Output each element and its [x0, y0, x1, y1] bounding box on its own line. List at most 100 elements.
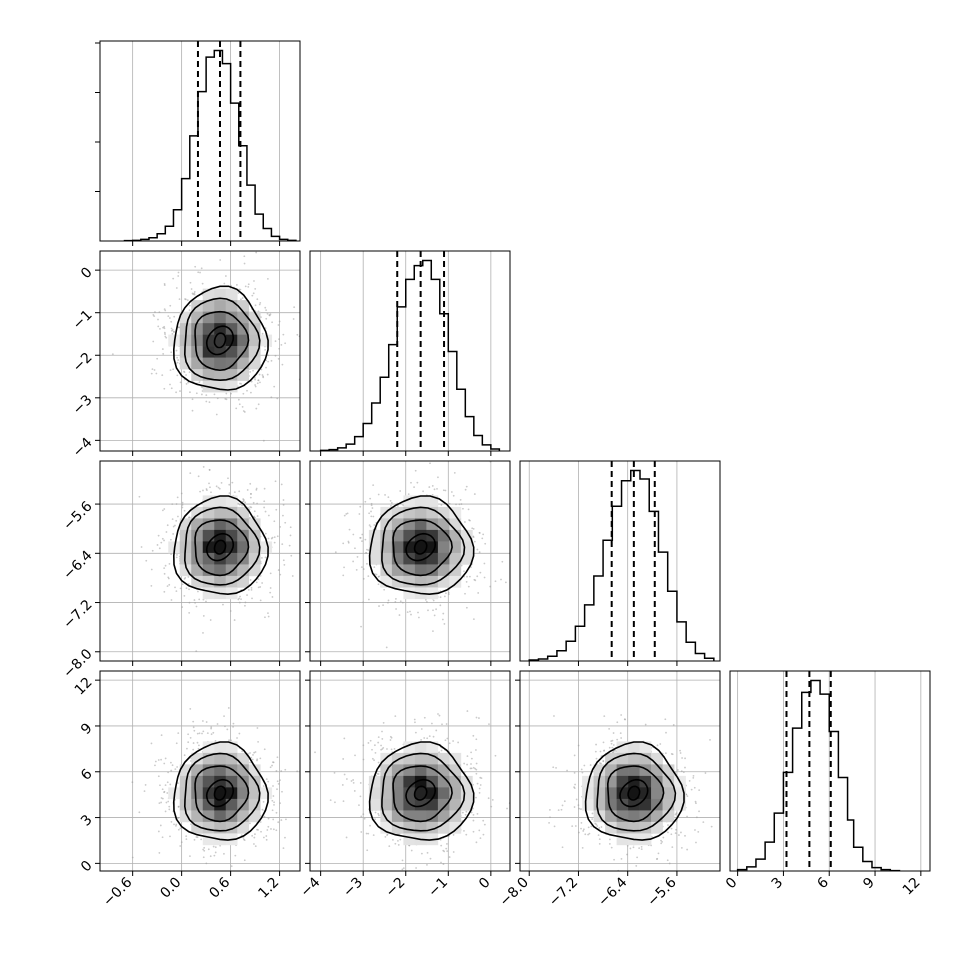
scatter-point	[262, 439, 265, 442]
density-cell	[449, 810, 462, 823]
scatter-point	[553, 825, 556, 828]
scatter-point	[697, 831, 700, 833]
scatter-point	[394, 601, 397, 603]
density-cell	[639, 741, 652, 754]
scatter-point	[138, 811, 141, 814]
scatter-point	[202, 489, 204, 492]
scatter-point	[674, 813, 677, 816]
density-cell	[191, 575, 204, 588]
scatter-point	[202, 615, 205, 617]
scatter-point	[581, 846, 584, 849]
density-cell	[582, 787, 594, 800]
density-cell	[202, 541, 215, 554]
panel-frame	[99, 250, 301, 452]
scatter-point	[196, 836, 199, 839]
scatter-point	[189, 736, 192, 739]
scatter-point	[179, 587, 182, 590]
scatter-point	[364, 538, 367, 541]
density-cell	[260, 334, 273, 347]
x-tick-label: 6	[814, 874, 832, 892]
scatter-point	[481, 537, 484, 540]
scatter-point	[280, 819, 283, 821]
scatter-point	[474, 579, 477, 582]
scatter-point	[243, 262, 246, 265]
histogram-panel-2	[309, 250, 511, 456]
scatter-point	[160, 801, 163, 804]
scatter-point	[151, 368, 154, 371]
scatter-point	[582, 828, 585, 831]
scatter-point	[202, 730, 205, 733]
scatter-point	[292, 318, 295, 320]
scatter-point	[229, 610, 232, 612]
scatter-point	[471, 527, 474, 530]
y-tick-label: 0	[78, 858, 96, 876]
scatter-point	[390, 504, 392, 507]
scatter-point	[463, 830, 465, 832]
density-cell	[225, 300, 238, 312]
density-cell	[426, 529, 439, 542]
density-cell	[260, 541, 273, 554]
scatter-point	[362, 568, 365, 570]
histogram-bar	[585, 605, 594, 661]
histogram-bar	[783, 772, 792, 871]
scatter-point	[276, 397, 279, 400]
density-cell	[414, 575, 427, 588]
scatter-point	[345, 836, 348, 839]
scatter-point	[270, 537, 273, 540]
scatter-point	[178, 326, 180, 329]
scatter-point	[167, 771, 170, 774]
scatter-point	[416, 877, 418, 879]
scatter-point	[426, 851, 429, 854]
scatter-point	[257, 586, 260, 589]
density-cell	[460, 552, 473, 565]
scatter-point	[193, 599, 196, 601]
scatter-point	[215, 413, 218, 416]
scatter-point	[359, 537, 362, 539]
scatter-point	[284, 521, 287, 524]
scatter-point	[476, 548, 479, 551]
scatter-point	[138, 495, 141, 498]
histogram-bar	[686, 642, 695, 661]
scatter-point	[154, 311, 156, 313]
density-cell	[248, 775, 261, 788]
density-cell	[426, 495, 439, 508]
density-cell	[214, 506, 227, 519]
scatter-point	[361, 540, 363, 543]
scatter-point	[267, 537, 270, 540]
scatter-point	[198, 381, 201, 384]
scatter-point	[483, 823, 486, 826]
scatter-point	[227, 477, 229, 480]
scatter-point	[314, 751, 316, 754]
density-cell	[248, 787, 261, 800]
density-cell	[202, 323, 215, 335]
histogram-bar	[631, 471, 640, 661]
scatter-point	[202, 848, 205, 851]
scatter-point	[577, 804, 580, 807]
scatter-point	[186, 299, 189, 302]
scatter-point	[273, 536, 276, 539]
scatter-point	[273, 520, 276, 523]
density-cell	[437, 787, 450, 800]
scatter-point	[185, 383, 188, 385]
scatter-point	[600, 762, 602, 765]
histogram-bar	[198, 92, 206, 241]
scatter-point	[258, 373, 261, 376]
histogram-bar	[457, 389, 466, 451]
scatter-point	[448, 856, 451, 858]
scatter-point	[254, 384, 257, 386]
density-cell	[191, 787, 204, 800]
scatter-point	[170, 599, 173, 601]
scatter-point	[656, 744, 659, 747]
scatter-point	[254, 377, 256, 379]
scatter-point	[494, 754, 497, 757]
density-cell	[225, 564, 238, 577]
density-cell	[368, 787, 381, 800]
density-cell	[202, 787, 215, 800]
contour-line	[392, 765, 453, 823]
scatter-point	[473, 493, 476, 495]
scatter-point	[598, 838, 601, 841]
scatter-point	[367, 742, 370, 744]
scatter-point	[193, 729, 196, 732]
density-panel-1-4	[95, 670, 301, 876]
density-cell	[225, 518, 238, 531]
